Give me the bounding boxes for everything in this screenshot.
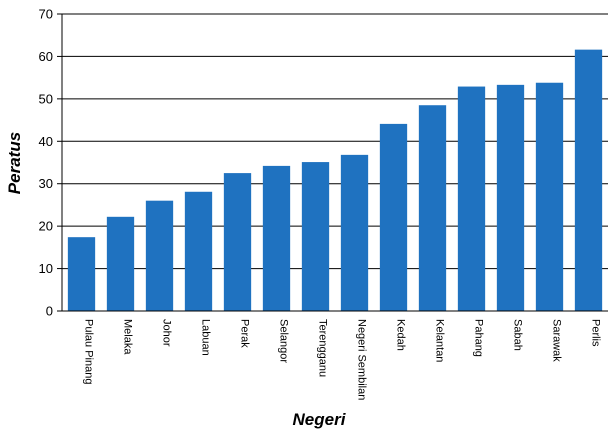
x-tick-label-kedah: Kedah	[395, 319, 407, 351]
y-tick-label-50: 50	[39, 91, 53, 106]
y-axis-title: Peratus	[5, 132, 24, 194]
x-tick-label-labuan: Labuan	[200, 319, 212, 356]
bar-pulau-pinang	[67, 237, 96, 311]
y-tick-label-60: 60	[39, 49, 53, 64]
bar-sarawak	[535, 82, 564, 311]
x-tick-label-negeri-sembilan: Negeri Sembilan	[356, 319, 368, 400]
x-tick-label-pulau-pinang: Pulau Pinang	[83, 319, 95, 384]
x-axis-title: Negeri	[293, 410, 347, 429]
x-tick-label-melaka: Melaka	[122, 319, 134, 355]
x-tick-label-pahang: Pahang	[473, 319, 485, 357]
bar-kedah	[379, 123, 408, 311]
bar-sabah	[496, 84, 525, 311]
bar-negeri-sembilan	[340, 154, 369, 311]
x-tick-labels: Pulau Pinang Melaka Johor Labuan Perak Selang…	[83, 319, 602, 400]
gridlines	[62, 13, 608, 270]
bar-johor	[145, 200, 174, 311]
x-tick-label-johor: Johor	[161, 319, 173, 347]
bar-perak	[223, 173, 252, 311]
y-tick-labels: 0 10 20 30 40 50 60 70	[39, 7, 53, 319]
bars	[67, 49, 603, 311]
x-tick-label-perak: Perak	[239, 319, 251, 348]
x-tick-label-terengganu: Terengganu	[317, 319, 329, 377]
bar-kelantan	[418, 105, 447, 311]
x-tick-label-sarawak: Sarawak	[551, 319, 563, 362]
y-tick-label-20: 20	[39, 219, 53, 234]
x-tick-label-selangor: Selangor	[278, 319, 290, 363]
y-tick-label-0: 0	[46, 304, 53, 319]
bar-terengganu	[301, 162, 330, 311]
x-tick-label-perlis: Perlis	[590, 319, 602, 347]
y-tick-label-10: 10	[39, 261, 53, 276]
y-tick-label-30: 30	[39, 176, 53, 191]
bar-perlis	[574, 49, 603, 311]
bar-labuan	[184, 191, 213, 311]
bar-pahang	[457, 86, 486, 311]
x-tick-label-kelantan: Kelantan	[434, 319, 446, 362]
y-tick-label-70: 70	[39, 7, 53, 22]
bar-selangor	[262, 165, 291, 311]
axes	[57, 13, 608, 312]
x-tick-label-sabah: Sabah	[512, 319, 524, 351]
y-tick-label-40: 40	[39, 134, 53, 149]
bar-melaka	[106, 216, 135, 311]
